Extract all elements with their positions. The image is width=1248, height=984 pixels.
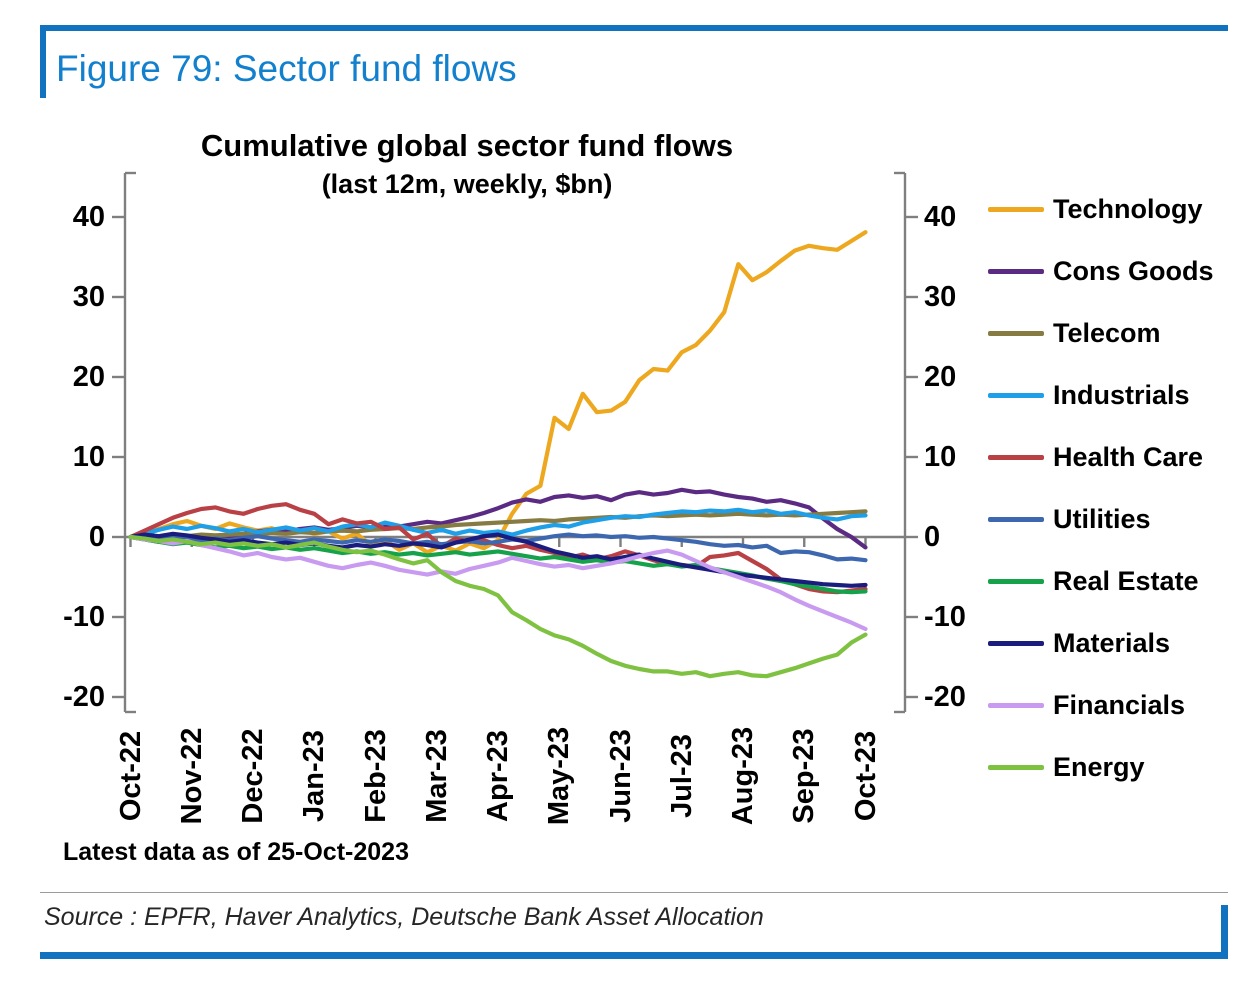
y-axis-label-left: 10 [72, 441, 105, 473]
chart-subtitle: (last 12m, weekly, $bn) [321, 169, 613, 199]
y-axis-label-left: 30 [72, 281, 105, 313]
y-axis-label-left: 0 [88, 521, 105, 553]
legend-line-swatch-health-care [988, 454, 1044, 460]
chart-title: Cumulative global sector fund flows [200, 128, 734, 163]
legend-line-swatch-utilities [988, 516, 1044, 522]
figure-title: Figure 79: Sector fund flows [56, 48, 517, 89]
y-axis-label-left: 20 [72, 361, 105, 393]
series-line-financials [128, 534, 868, 632]
legend-label-financials: Financials [1053, 689, 1186, 720]
figure-title-accent-bar [40, 25, 46, 98]
series-line-telecom [128, 509, 868, 540]
legend-item-materials: Materials [988, 627, 1170, 659]
legend-label-utilities: Utilities [1053, 503, 1151, 534]
legend-item-cons-goods: Cons Goods [988, 255, 1214, 287]
y-axis-label-right: 40 [924, 201, 957, 233]
y-axis-label-left: 40 [72, 201, 105, 233]
legend-label-industrials: Industrials [1053, 379, 1190, 410]
source-text: Source : EPFR, Haver Analytics, Deutsche… [44, 903, 764, 931]
legend-label-real-estate: Real Estate [1053, 565, 1199, 596]
series-line-utilities [128, 532, 868, 563]
legend-label-cons-goods: Cons Goods [1053, 255, 1214, 286]
legend-line-swatch-cons-goods [988, 268, 1044, 274]
legend-label-technology: Technology [1053, 193, 1203, 224]
legend-item-utilities: Utilities [988, 503, 1151, 535]
legend-item-financials: Financials [988, 689, 1185, 721]
legend-line-swatch-materials [988, 640, 1044, 646]
series-line-energy [128, 534, 868, 679]
y-axis-label-right: 0 [924, 521, 941, 553]
series-line-industrials [128, 507, 868, 540]
legend-item-industrials: Industrials [988, 379, 1190, 411]
source-divider [40, 892, 1228, 893]
legend-line-swatch-technology [988, 206, 1044, 212]
legend-label-health-care: Health Care [1053, 441, 1204, 472]
legend-label-telecom: Telecom [1053, 317, 1161, 348]
series-line-materials [128, 531, 868, 588]
series-line-technology [128, 230, 868, 555]
legend-label-energy: Energy [1053, 751, 1145, 782]
y-axis-label-right: 20 [924, 361, 957, 393]
legend-label-materials: Materials [1053, 627, 1171, 658]
legend-item-health-care: Health Care [988, 441, 1203, 473]
legend-line-swatch-industrials [988, 392, 1044, 398]
x-axis-label: Oct-23 [849, 730, 881, 822]
figure-border-bottom-right-bar [1221, 905, 1228, 959]
legend-line-swatch-financials [988, 702, 1044, 708]
y-axis-label-right: 10 [924, 441, 957, 473]
y-axis-label-right: -20 [924, 681, 966, 713]
legend-line-swatch-energy [988, 764, 1044, 770]
figure-border-bottom [40, 952, 1228, 959]
data-note: Latest data as of 25-Oct-2023 [63, 838, 409, 866]
legend-item-real-estate: Real Estate [988, 565, 1199, 597]
legend-item-technology: Technology [988, 193, 1203, 225]
figure-border-top [40, 25, 1228, 31]
y-axis-label-right: 30 [924, 281, 957, 313]
legend-item-energy: Energy [988, 751, 1145, 783]
legend-line-swatch-real-estate [988, 578, 1044, 584]
legend-line-swatch-telecom [988, 330, 1044, 336]
series-line-health-care [128, 502, 868, 595]
legend-item-telecom: Telecom [988, 317, 1161, 349]
y-axis-label-left: -20 [63, 681, 105, 713]
y-axis-label-left: -10 [63, 601, 105, 633]
y-axis-label-right: -10 [924, 601, 966, 633]
